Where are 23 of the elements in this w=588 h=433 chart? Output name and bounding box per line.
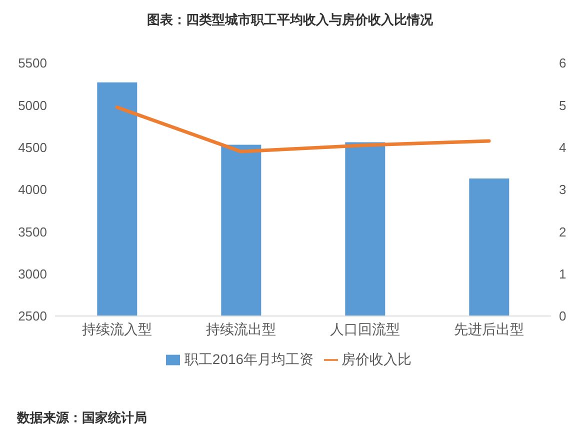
y-tick-label: 3500: [18, 224, 47, 240]
line-series: [115, 106, 491, 154]
y2-tick-label: 3: [559, 182, 566, 198]
x-tick-label: 持续流入型: [82, 320, 152, 337]
y-tick-label: 5000: [18, 98, 47, 113]
source-note: 数据来源：国家统计局: [17, 409, 147, 427]
y2-tick-label: 1: [559, 266, 566, 282]
y-tick-label: 3000: [18, 266, 47, 282]
y2-tick-label: 4: [559, 140, 566, 155]
chart-title: 图表：四类型城市职工平均收入与房价收入比情况: [146, 11, 434, 29]
y2-tick-label: 0: [559, 308, 566, 324]
y2-tick-label: 2: [559, 224, 566, 240]
y-tick-label: 5500: [18, 56, 47, 71]
x-tick-label: 先进后出型: [454, 320, 524, 337]
y-tick-label: 4000: [18, 182, 47, 198]
y2-tick-label: 5: [559, 98, 566, 113]
x-tick-label: 人口回流型: [330, 320, 400, 337]
y-tick-label: 4500: [18, 140, 47, 155]
legend-label: 房价收入比: [342, 351, 412, 367]
x-tick-label: 持续流出型: [206, 320, 276, 337]
legend-label: 职工2016年月均工资: [184, 351, 314, 367]
y2-tick-label: 6: [559, 56, 566, 71]
y-tick-label: 2500: [18, 308, 47, 324]
